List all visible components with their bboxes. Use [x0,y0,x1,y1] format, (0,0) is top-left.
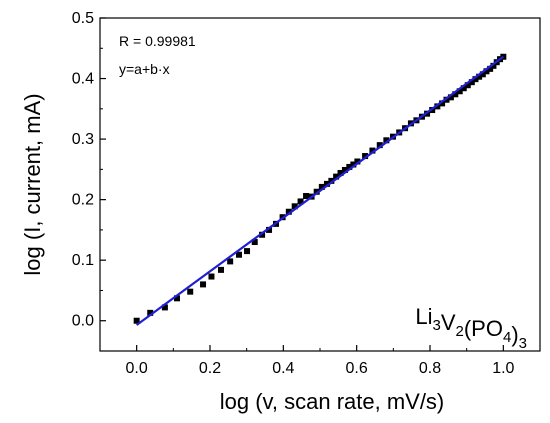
data-point [218,266,224,273]
data-point [452,91,459,98]
data-point [376,142,383,149]
x-tick-label: 0.8 [419,360,441,377]
y-tick-label: 0.3 [72,131,94,148]
fit-line [136,55,504,326]
data-point [443,96,450,103]
data-point [456,88,463,95]
data-point [266,226,273,233]
data-point [383,137,390,144]
fit-equation-annotation: y=a+b·x [119,61,170,77]
data-point [285,208,292,215]
data-point [472,76,479,83]
data-point [244,248,251,255]
data-point [490,62,497,69]
x-tick-label: 0.4 [272,360,294,377]
x-tick-label: 1.0 [492,360,514,377]
y-tick-label: 0.4 [72,71,94,88]
data-point [297,198,304,205]
data-point [251,239,258,246]
r-value-annotation: R = 0.99981 [119,33,196,49]
data-point [318,183,325,190]
data-point [369,147,376,154]
data-point [460,85,467,92]
data-point [350,161,357,168]
data-point [354,158,361,165]
data-point [333,173,340,180]
data-point [476,73,483,80]
x-axis-title: log (v, scan rate, mV/s) [220,389,445,414]
fit-line-group [136,55,504,326]
data-point [362,153,369,160]
data-point [147,309,154,316]
data-point [200,281,207,288]
data-point [133,317,140,324]
data-point [447,94,454,101]
y-axis-title: log (I, current, mA) [20,93,45,275]
data-point [346,163,353,170]
data-point [468,79,475,86]
data-point [483,68,490,75]
data-point [479,71,486,78]
y-tick-label: 0.5 [72,10,94,27]
data-point [161,304,168,311]
plot-frame [99,17,541,352]
y-tick-label: 0.0 [72,313,94,330]
x-tick-label: 0.6 [346,360,368,377]
compound-label: Li3V2(PO4)3 [415,304,527,352]
data-point [303,193,310,200]
tick-labels: 0.0 0.2 0.4 0.6 0.8 1.0 0.0 0.1 0.2 0.3 0.4 0.5 [72,10,515,377]
data-point [174,295,180,302]
data-point [464,82,471,89]
data-point [208,273,215,280]
x-tick-label: 0.2 [199,360,221,377]
y-tick-label: 0.1 [72,252,94,269]
data-point [341,166,348,173]
data-point [337,169,344,176]
data-point [227,258,234,265]
data-point [439,100,446,107]
data-point [323,180,330,187]
data-point [187,288,194,295]
data-point [328,177,335,184]
data-point [235,251,242,258]
y-tick-label: 0.2 [72,192,94,209]
data-point [313,188,320,195]
data-point [487,65,494,72]
data-point [259,231,266,238]
data-point [434,103,441,110]
data-point [291,203,298,210]
x-tick-label: 0.0 [126,360,148,377]
